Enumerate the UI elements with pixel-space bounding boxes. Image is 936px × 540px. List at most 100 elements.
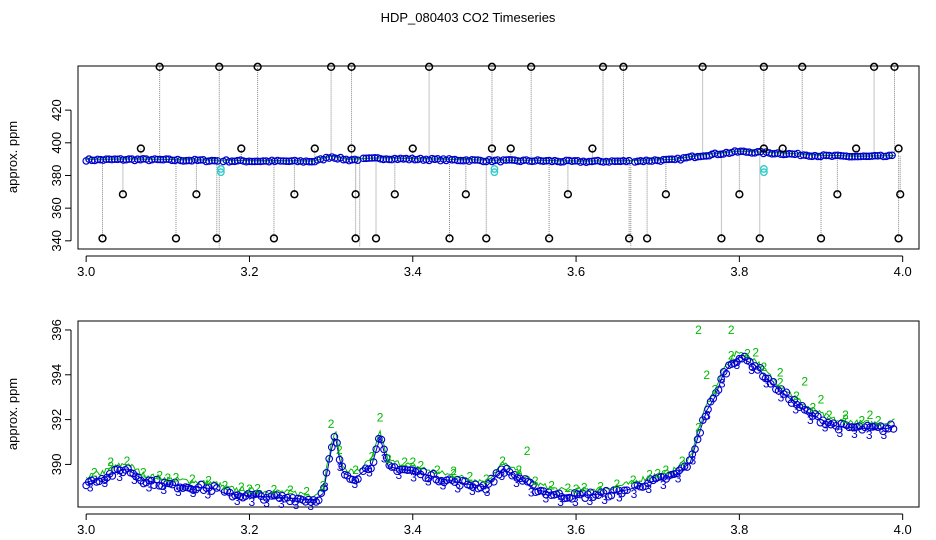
top-outlier-point — [588, 144, 597, 153]
top-blue-point — [459, 156, 468, 165]
bottom-blue-digit: 3 — [498, 469, 505, 483]
top-blue-point — [470, 156, 479, 164]
top-blue-point — [839, 152, 848, 160]
bottom-blue-digit: 3 — [410, 471, 417, 485]
top-outlier-point — [527, 62, 536, 71]
top-outlier-point — [482, 234, 491, 243]
bottom-blue-point — [129, 469, 138, 478]
bottom-blue-digit: 3 — [601, 493, 608, 507]
bottom-blue-digit: 3 — [396, 468, 403, 482]
top-blue-point — [611, 157, 619, 166]
bottom-blue-point — [654, 473, 663, 482]
bottom-x-tick-label: 3.4 — [404, 522, 422, 537]
bottom-blue-digit: 3 — [748, 363, 755, 377]
bottom-green-digit: 2 — [107, 460, 114, 474]
top-x-tick-label: 3.4 — [404, 264, 422, 279]
top-outlier-point — [326, 62, 336, 71]
bottom-blue-point — [163, 479, 172, 488]
bottom-blue-point — [620, 486, 629, 495]
bottom-blue-point — [516, 474, 524, 483]
top-blue-point — [796, 151, 805, 160]
top-blue-point — [105, 155, 113, 164]
top-blue-point — [568, 157, 576, 166]
bottom-blue-digit: 3 — [160, 483, 167, 497]
bottom-blue-digit: 3 — [351, 477, 358, 491]
bottom-blue-point — [171, 478, 179, 487]
top-outlier-point — [894, 144, 903, 153]
top-outlier-point — [310, 144, 319, 153]
top-blue-point — [768, 150, 776, 158]
top-blue-point — [608, 157, 616, 165]
top-blue-point — [871, 151, 879, 160]
top-blue-point — [468, 156, 476, 164]
top-blue-point — [865, 152, 874, 161]
top-blue-point — [376, 155, 385, 163]
bottom-green-digit: 2 — [385, 452, 392, 466]
bottom-green-digit: 2 — [875, 414, 882, 428]
top-outlier-point — [890, 62, 899, 71]
bottom-blue-point — [714, 386, 723, 394]
top-blue-point — [108, 155, 116, 164]
top-blue-point — [119, 156, 128, 164]
bottom-blue-point — [469, 483, 477, 491]
bottom-blue-point — [636, 482, 644, 491]
top-blue-point — [133, 155, 142, 164]
bottom-green-digit: 2 — [565, 481, 572, 495]
top-x-tick-label: 3.6 — [567, 264, 585, 279]
top-outlier-point — [192, 190, 201, 199]
top-blue-point — [588, 157, 596, 166]
bottom-blue-point — [388, 463, 396, 471]
top-cyan-point — [490, 168, 499, 177]
top-cyan-point — [216, 168, 225, 177]
bottom-panel: approx. ppm 3.0 3.2 3.4 3.6 3.8 4.03903923943… — [5, 319, 920, 537]
top-outlier-point — [506, 144, 515, 153]
top-blue-point — [253, 157, 262, 166]
bottom-blue-point — [701, 412, 710, 421]
top-blue-point — [822, 151, 831, 160]
bottom-x-tick-label: 4.0 — [894, 522, 912, 537]
bottom-blue-digit: 3 — [87, 481, 94, 495]
bottom-blue-point — [304, 495, 313, 504]
bottom-green-digit: 2 — [744, 347, 751, 361]
bottom-blue-digit: 3 — [807, 413, 814, 427]
bottom-blue-point — [338, 462, 347, 471]
bottom-green-peak-digit: 2 — [842, 408, 849, 422]
top-blue-point — [339, 155, 348, 164]
bottom-blue-point — [563, 494, 571, 502]
bottom-green-digit: 2 — [728, 349, 735, 363]
bottom-blue-digit: 3 — [425, 475, 432, 489]
bottom-blue-digit: 3 — [778, 390, 785, 404]
bottom-blue-digit: 3 — [146, 480, 153, 494]
bottom-green-digit: 2 — [467, 470, 474, 484]
top-outlier-point — [347, 144, 356, 153]
top-blue-point — [248, 157, 256, 166]
bottom-blue-digit: 3 — [836, 426, 843, 440]
top-panel: approx. ppm 3.0 3.2 3.4 3.6 3.8 4.0 340 360 380 4… — [5, 62, 920, 279]
bottom-blue-digit: 3 — [572, 495, 579, 509]
top-outlier-point — [778, 144, 787, 153]
top-outlier-point — [487, 144, 497, 153]
bottom-blue-digit: 3 — [792, 403, 799, 417]
top-outlier-point — [253, 62, 262, 71]
bottom-blue-digit: 3 — [249, 495, 256, 509]
bottom-blue-digit: 3 — [513, 476, 520, 490]
bottom-blue-digit: 3 — [616, 491, 623, 505]
bottom-green-digit: 2 — [548, 479, 555, 493]
bottom-blue-digit: 3 — [278, 497, 285, 511]
top-y-tick-label: 380 — [49, 165, 64, 187]
top-blue-point — [379, 155, 388, 164]
top-blue-point — [853, 152, 862, 161]
top-blue-point — [619, 157, 628, 165]
bottom-blue-digit: 3 — [102, 476, 109, 490]
bottom-green-digit: 2 — [532, 474, 539, 488]
bottom-blue-point — [372, 445, 381, 454]
top-blue-point — [153, 155, 162, 164]
bottom-green-digit: 2 — [336, 443, 343, 457]
top-blue-point — [456, 156, 465, 165]
bottom-blue-point — [325, 454, 334, 463]
top-x-tick-label: 4.0 — [894, 264, 912, 279]
bottom-blue-point — [798, 401, 806, 410]
bottom-green-peak-digit: 2 — [695, 323, 702, 337]
bottom-blue-point — [267, 492, 276, 500]
top-blue-point — [616, 157, 625, 166]
